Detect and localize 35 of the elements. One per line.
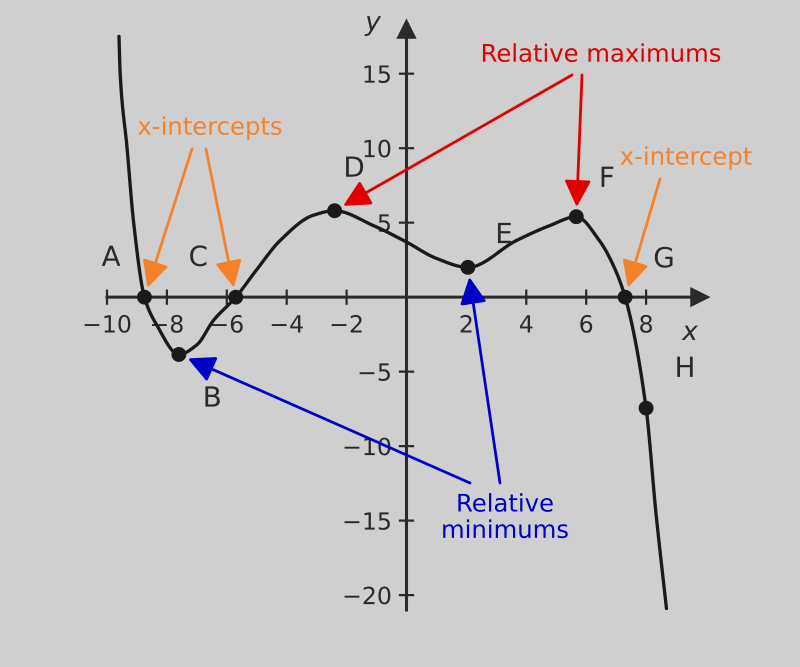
point	[568, 209, 584, 224]
point	[618, 290, 633, 305]
annotation: A	[102, 246, 120, 266]
x-tick-label: −4	[272, 315, 303, 332]
annotation: F	[602, 166, 614, 187]
x-tick-label: 4	[520, 315, 532, 332]
y-tick-label: −15	[344, 512, 390, 530]
annotation: H	[677, 356, 693, 377]
y-tick-label: 15	[364, 65, 390, 83]
point	[327, 203, 342, 218]
y-tick-label: −5	[360, 363, 390, 381]
x-tick-label: 8	[640, 314, 652, 333]
point	[171, 347, 186, 362]
point	[228, 290, 244, 305]
annotation: D	[346, 156, 364, 177]
annotation: Relative minimums	[443, 493, 568, 538]
x-axis-title: x	[682, 326, 698, 340]
x-tick-label: −10	[84, 314, 130, 333]
y-tick-label: −20	[344, 586, 390, 604]
annotation: Relative maximums	[482, 43, 720, 62]
x-tick-label: 2	[460, 314, 472, 332]
annotation: E	[498, 222, 511, 244]
point	[460, 260, 476, 275]
annotation: B	[205, 386, 220, 407]
annotation: G	[654, 246, 672, 268]
annotation: x-intercept	[620, 146, 752, 170]
point	[638, 400, 654, 416]
y-tick-label: 10	[364, 140, 390, 158]
x-tick-label: −2	[332, 314, 362, 332]
annotation: x-intercepts	[138, 116, 282, 140]
annotation: C	[190, 245, 206, 266]
x-tick-label: −6	[212, 314, 243, 333]
x-tick-label: 6	[580, 314, 592, 333]
point	[136, 290, 152, 305]
y-axis-title: y	[364, 16, 382, 36]
